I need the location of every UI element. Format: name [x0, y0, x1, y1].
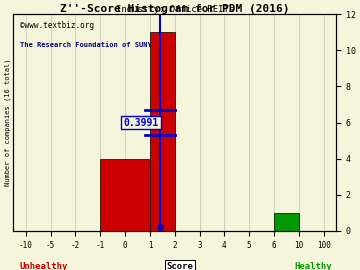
Text: ©www.textbiz.org: ©www.textbiz.org	[20, 21, 94, 30]
Text: Industry: Office REITs: Industry: Office REITs	[116, 5, 234, 14]
Text: 0.3991: 0.3991	[123, 117, 159, 127]
Title: Z''-Score Histogram for PDM (2016): Z''-Score Histogram for PDM (2016)	[60, 4, 289, 14]
Y-axis label: Number of companies (16 total): Number of companies (16 total)	[4, 59, 11, 186]
Text: The Research Foundation of SUNY: The Research Foundation of SUNY	[20, 42, 152, 48]
Text: Healthy: Healthy	[294, 262, 332, 270]
Bar	[150, 32, 175, 231]
Text: Unhealthy: Unhealthy	[19, 262, 67, 270]
Bar	[100, 159, 150, 231]
Text: Score: Score	[167, 262, 193, 270]
Bar	[274, 213, 299, 231]
